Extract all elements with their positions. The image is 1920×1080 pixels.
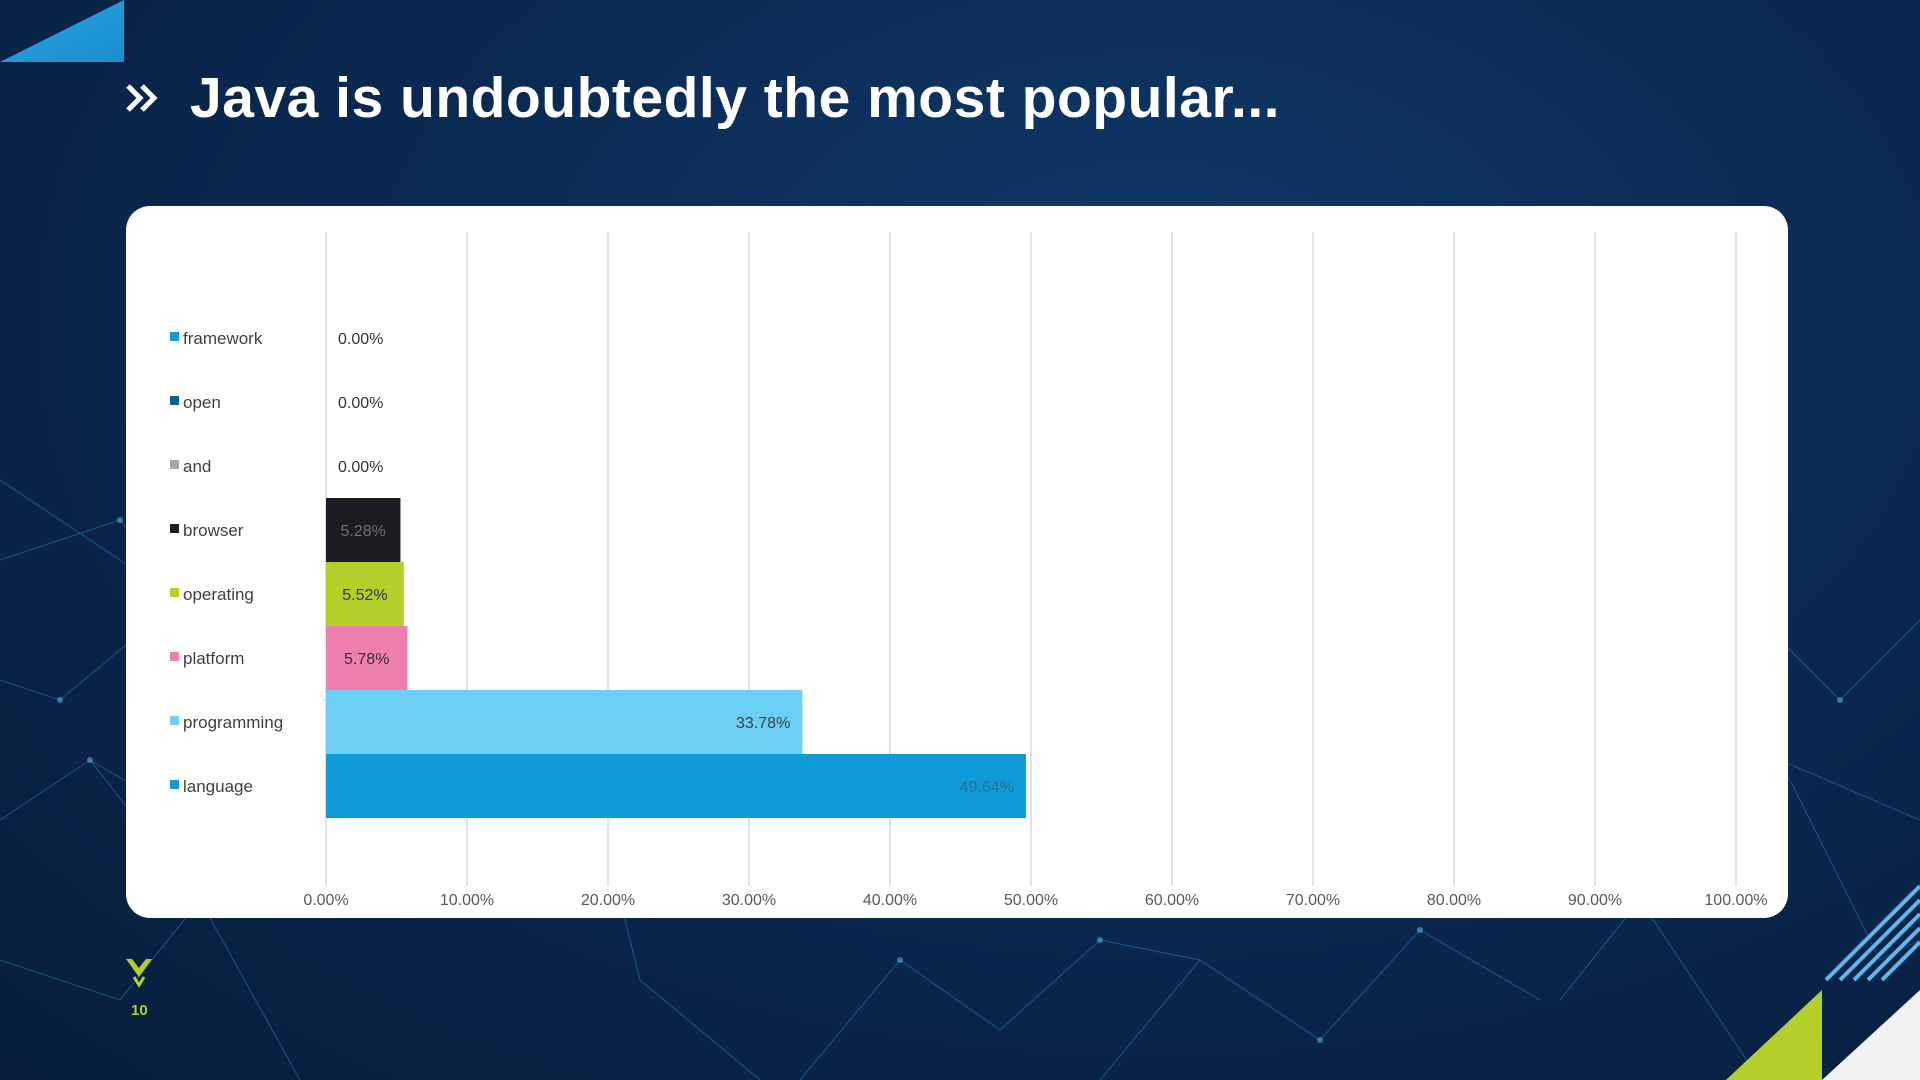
data-label: 0.00% xyxy=(338,331,383,348)
data-label: 0.00% xyxy=(338,395,383,412)
slide-header: Java is undoubtedly the most popular... xyxy=(124,58,1280,138)
legend-swatch xyxy=(170,716,179,725)
x-tick-label: 10.00% xyxy=(440,892,494,909)
legend-swatch xyxy=(170,652,179,661)
legend-label: and xyxy=(183,457,211,476)
slide-title: Java is undoubtedly the most popular... xyxy=(190,66,1281,130)
bar-chart: 0.00% 10.00% 20.00% 30.00% 40.00% 50.00% 60.00… xyxy=(170,232,1768,909)
x-tick-label: 0.00% xyxy=(303,892,348,909)
x-tick-label: 90.00% xyxy=(1568,892,1622,909)
corner-decoration-bottom-right xyxy=(1726,884,1920,1080)
legend-label: language xyxy=(183,777,253,796)
legend-label: browser xyxy=(183,521,244,540)
x-tick-label: 30.00% xyxy=(722,892,776,909)
data-label: 5.52% xyxy=(342,587,387,604)
x-tick-label: 70.00% xyxy=(1286,892,1340,909)
corner-decoration-top-left xyxy=(0,0,124,62)
x-tick-label: 100.00% xyxy=(1704,892,1767,909)
data-label: 5.78% xyxy=(344,651,389,668)
data-label: 0.00% xyxy=(338,459,383,476)
brand-logo-icon xyxy=(126,959,152,988)
data-label: 49.64% xyxy=(960,779,1014,796)
bar-browser xyxy=(326,498,401,562)
legend-swatch xyxy=(170,524,179,533)
legend-label: programming xyxy=(183,713,283,732)
legend-swatch xyxy=(170,332,179,341)
x-tick-label: 40.00% xyxy=(863,892,917,909)
bar-language xyxy=(326,754,1026,818)
legend-label: framework xyxy=(183,329,263,348)
bar-platform xyxy=(326,626,408,690)
x-tick-label: 20.00% xyxy=(581,892,635,909)
legend-swatch xyxy=(170,460,179,469)
legend-swatch xyxy=(170,780,179,789)
bar-operating xyxy=(326,562,404,626)
legend-label: operating xyxy=(183,585,254,604)
data-label: 5.28% xyxy=(341,523,386,540)
legend-label: open xyxy=(183,393,221,412)
legend-swatch xyxy=(170,588,179,597)
x-tick-label: 80.00% xyxy=(1427,892,1481,909)
double-chevron-icon xyxy=(126,84,158,112)
bar-programming xyxy=(326,690,803,754)
x-tick-label: 50.00% xyxy=(1004,892,1058,909)
legend-label: platform xyxy=(183,649,244,668)
data-label: 33.78% xyxy=(736,715,790,732)
page-number: 10 xyxy=(131,1002,148,1019)
x-tick-label: 60.00% xyxy=(1145,892,1199,909)
legend-swatch xyxy=(170,396,179,405)
